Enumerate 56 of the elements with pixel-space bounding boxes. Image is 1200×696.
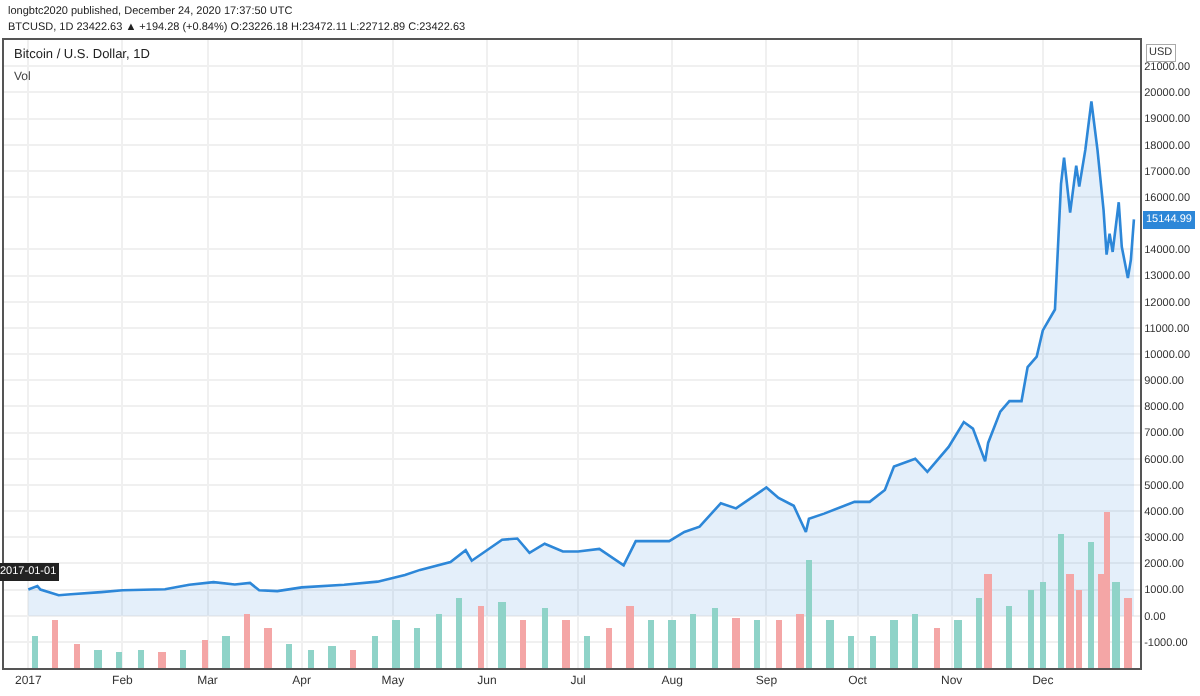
bar: [954, 620, 962, 668]
bar: [1066, 574, 1074, 668]
bar: [648, 620, 654, 668]
bar: [392, 620, 400, 668]
bar: [890, 620, 898, 668]
bar: [668, 620, 676, 668]
bar: [520, 620, 526, 668]
bar: [912, 614, 918, 668]
bar: [32, 636, 38, 668]
bar: [1006, 606, 1012, 668]
bar: [626, 606, 634, 668]
bar: [328, 646, 336, 668]
bar: [1112, 582, 1120, 668]
bar: [542, 608, 548, 668]
bar: [94, 650, 102, 668]
bar: [52, 620, 58, 668]
bar: [116, 652, 122, 668]
bar: [478, 606, 484, 668]
bar: [776, 620, 782, 668]
bar: [754, 620, 760, 668]
bar: [1040, 582, 1046, 668]
bar: [870, 636, 876, 668]
bar: [180, 650, 186, 668]
bar: [732, 618, 740, 668]
bar: [436, 614, 442, 668]
bar: [372, 636, 378, 668]
bar: [202, 640, 208, 668]
bar: [796, 614, 804, 668]
bar: [414, 628, 420, 668]
bar: [934, 628, 940, 668]
bar: [286, 644, 292, 668]
bar: [1124, 598, 1132, 668]
bar: [1028, 590, 1034, 668]
bar: [984, 574, 992, 668]
bar: [712, 608, 718, 668]
bar: [264, 628, 272, 668]
bar: [848, 636, 854, 668]
bar: [584, 636, 590, 668]
bar: [1088, 542, 1094, 668]
bar: [350, 650, 356, 668]
bar: [1104, 512, 1110, 668]
bar: [976, 598, 982, 668]
bar: [308, 650, 314, 668]
bar: [222, 636, 230, 668]
bar: [456, 598, 462, 668]
bar: [562, 620, 570, 668]
bar: [498, 602, 506, 668]
bar: [138, 650, 144, 668]
bar: [690, 614, 696, 668]
bar: [806, 560, 812, 668]
bar: [1058, 534, 1064, 668]
bar: [826, 620, 834, 668]
bar: [606, 628, 612, 668]
bar: [74, 644, 80, 668]
bar: [158, 652, 166, 668]
bar: [244, 614, 250, 668]
